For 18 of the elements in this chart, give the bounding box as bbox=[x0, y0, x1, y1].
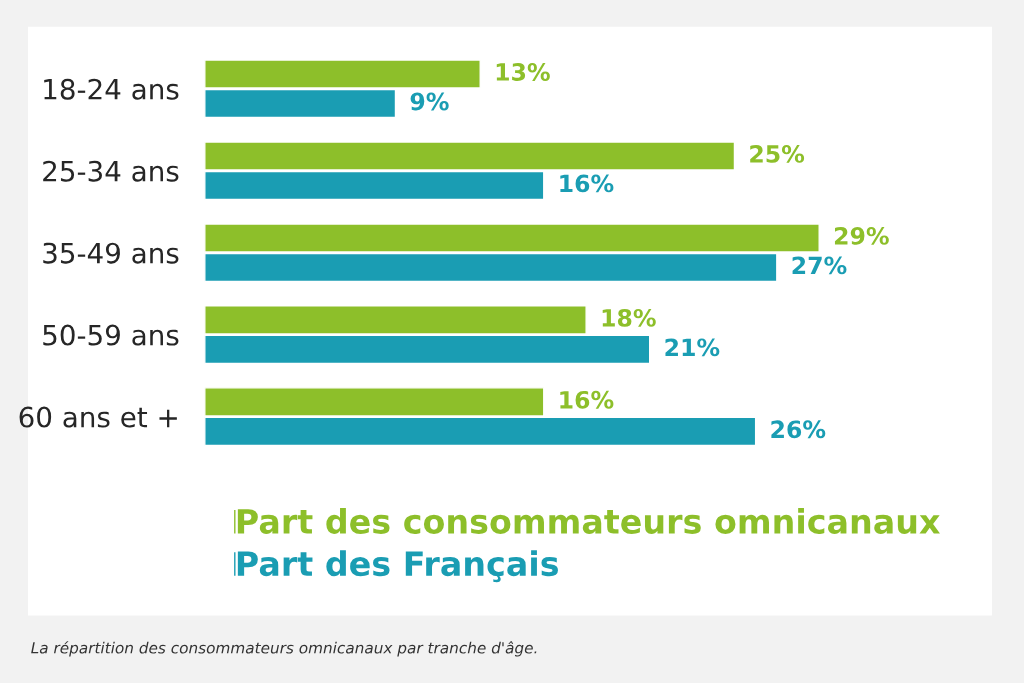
y-tick-label: 50-59 ans bbox=[43, 324, 179, 346]
data-label: 27% bbox=[792, 256, 847, 275]
data-label: 16% bbox=[560, 390, 614, 409]
data-label: 21% bbox=[665, 338, 720, 357]
data-label: 25% bbox=[750, 144, 805, 163]
text: La répartition des consommateurs omnicanaux par tranche d'âge. bbox=[31, 641, 537, 657]
y-tick-label: 25-34 ans bbox=[43, 160, 179, 182]
y-tick-label: 18-24 ans bbox=[44, 78, 179, 100]
data-label: 9% bbox=[410, 92, 449, 111]
data-label: 16% bbox=[560, 174, 614, 193]
data-label: 29% bbox=[834, 226, 889, 245]
y-tick-label: 35-49 ans bbox=[43, 242, 179, 264]
y-tick-label: 60 ans et + bbox=[19, 406, 177, 428]
legend-label: Part des Français bbox=[237, 550, 558, 583]
data-label: 18% bbox=[602, 308, 656, 327]
data-label: 13% bbox=[496, 63, 550, 81]
legend-label: Part des consommateurs omnicanaux bbox=[237, 508, 940, 534]
data-label: 26% bbox=[771, 420, 826, 439]
